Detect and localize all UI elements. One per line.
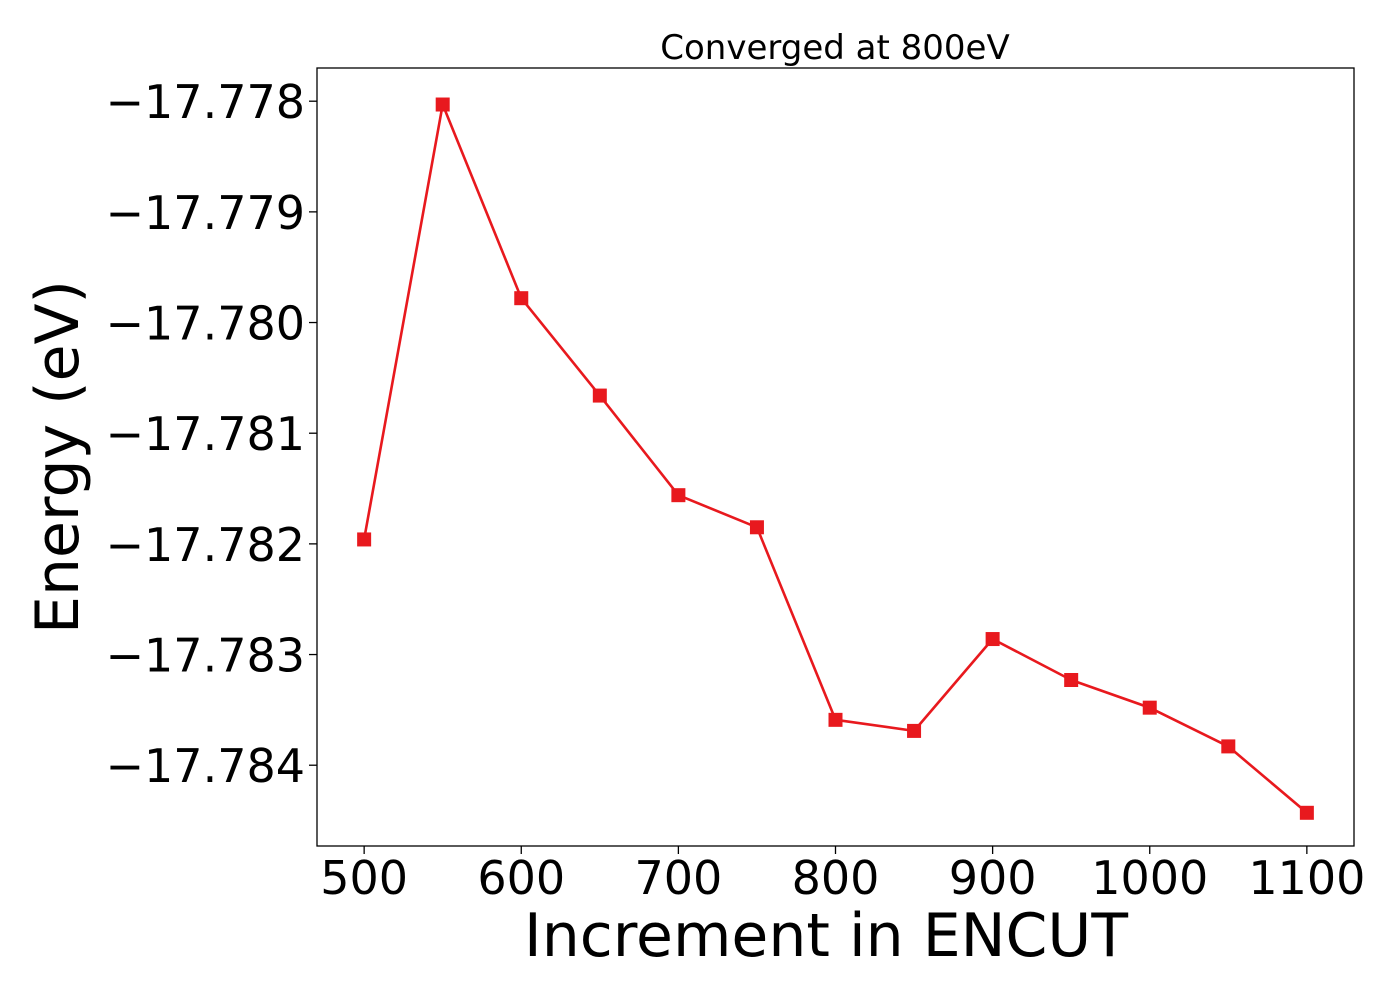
- data-point-marker: [1064, 672, 1079, 687]
- x-tick-label: 500: [320, 851, 408, 905]
- x-tick-label: 800: [792, 851, 880, 905]
- data-point-marker: [514, 291, 529, 306]
- data-point-marker: [1299, 805, 1314, 820]
- data-point-marker: [828, 712, 843, 727]
- y-tick-label: −17.778: [106, 75, 306, 129]
- x-tick-label: 600: [477, 851, 565, 905]
- y-axis-title: Energy (eV): [23, 280, 93, 634]
- y-tick-label: −17.782: [106, 518, 306, 572]
- data-point-marker: [357, 532, 372, 547]
- x-tick-label: 700: [634, 851, 722, 905]
- data-point-marker: [985, 632, 1000, 647]
- x-tick-label: 1100: [1248, 851, 1365, 905]
- data-point-marker: [1221, 739, 1236, 754]
- x-axis-title: Increment in ENCUT: [524, 901, 1128, 971]
- y-tick-label: −17.779: [106, 186, 306, 240]
- y-tick-label: −17.784: [106, 739, 306, 793]
- series-line: [362, 103, 1308, 814]
- data-point-marker: [592, 388, 607, 403]
- x-tick-label: 1000: [1091, 851, 1208, 905]
- x-tick-label: 900: [949, 851, 1037, 905]
- y-tick-label: −17.781: [106, 407, 306, 461]
- data-point-marker: [671, 488, 686, 503]
- data-point-marker: [907, 723, 922, 738]
- plot-frame: [316, 67, 1355, 847]
- data-point-marker: [1142, 700, 1157, 715]
- y-axis: −17.778 −17.779 −17.780 −17.781 −17.782 −17.7…: [106, 75, 317, 793]
- data-point-marker: [749, 520, 764, 535]
- data-point-marker: [435, 97, 450, 112]
- x-axis: 500 600 700 800 900 1000 1100: [320, 846, 1365, 905]
- y-tick-label: −17.783: [106, 629, 306, 683]
- y-tick-label: −17.780: [106, 297, 306, 351]
- plot-area: [357, 97, 1314, 820]
- chart-title: Converged at 800eV: [660, 28, 1009, 68]
